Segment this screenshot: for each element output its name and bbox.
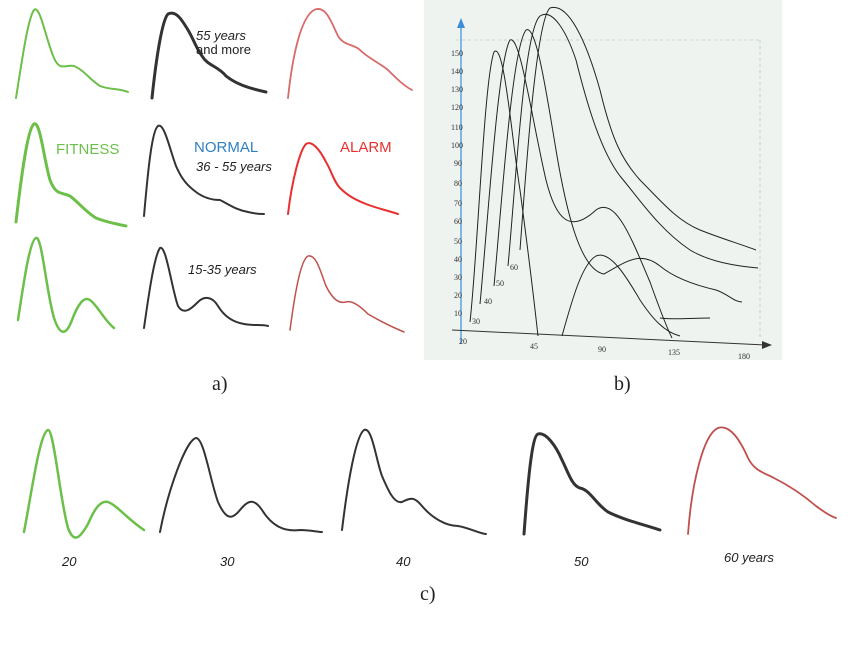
- age-60-curve: [687, 426, 837, 535]
- column-label-alarm: ALARM: [340, 139, 392, 156]
- age-50-curve: [522, 432, 662, 536]
- curve-label: 50: [496, 279, 504, 288]
- panel-b-curve-30: [469, 50, 539, 337]
- age-40-curve: [341, 428, 487, 535]
- age-label: 50: [574, 554, 589, 569]
- y-tick: 20: [454, 291, 462, 300]
- y-tick: 60: [454, 217, 462, 226]
- panel-b-x-axis: [451, 329, 767, 346]
- y-tick: 110: [451, 123, 463, 132]
- y-tick: 30: [454, 273, 462, 282]
- age-20-curve: [22, 428, 146, 539]
- curve-label: 30: [472, 317, 480, 326]
- column-label-normal: NORMAL: [194, 139, 258, 156]
- row-label-55plus-line2: and more: [196, 42, 251, 57]
- age-label: 40: [396, 554, 411, 569]
- panel-b-curve-40: [479, 39, 673, 339]
- y-tick: 80: [454, 179, 462, 188]
- y-axis-arrow-icon: [457, 18, 465, 28]
- panel-b-curve-50: [493, 29, 743, 303]
- fitness-curve-55plus: [15, 8, 129, 99]
- panel-c-caption: c): [420, 583, 436, 605]
- age-label: 20: [61, 554, 77, 569]
- y-tick: 70: [454, 199, 462, 208]
- fitness-curve-15-35: [16, 236, 116, 333]
- panel-b-curve-70: [519, 6, 757, 251]
- column-label-fitness: FITNESS: [56, 141, 119, 158]
- panel-b: 150 140 130 120 110 100 90 80 70 60 50 4…: [424, 0, 782, 395]
- curve-label: 40: [484, 297, 492, 306]
- row-label-36-55: 36 - 55 years: [196, 159, 272, 174]
- panel-b-x-ticks: 20 45 90 135 180: [459, 337, 750, 361]
- y-tick: 40: [454, 255, 462, 264]
- alarm-curve-55plus: [287, 8, 413, 99]
- x-tick: 180: [738, 352, 750, 361]
- row-label-55plus-line1: 55 years: [196, 28, 246, 43]
- panel-b-y-ticks: 150 140 130 120 110 100 90 80 70 60 50 4…: [451, 49, 463, 318]
- panel-b-curve-tail: [659, 317, 711, 320]
- fitness-curve-36-55: [14, 122, 128, 228]
- y-tick: 50: [454, 237, 462, 246]
- x-tick: 90: [598, 345, 606, 354]
- normal-curve-55plus: [150, 11, 268, 100]
- panel-b-curve-secondary: [561, 254, 681, 337]
- y-tick: 10: [454, 309, 462, 318]
- panel-a: 55 years and more FITNESS NORMAL 36 - 55…: [14, 8, 413, 395]
- y-tick: 100: [451, 141, 463, 150]
- panel-b-background: [424, 0, 782, 360]
- row-label-15-35: 15-35 years: [188, 262, 257, 277]
- x-tick: 135: [668, 348, 680, 357]
- x-tick: 20: [459, 337, 467, 346]
- alarm-curve-36-55: [287, 142, 399, 215]
- panel-b-caption: b): [614, 373, 631, 395]
- age-label: 30: [220, 554, 235, 569]
- age-30-curve: [159, 437, 323, 533]
- panel-b-curve-60: [507, 13, 759, 269]
- y-tick: 140: [451, 67, 463, 76]
- normal-curve-15-35: [143, 246, 269, 329]
- panel-c: 20 30 40 50 60 years c): [22, 426, 837, 605]
- alarm-curve-15-35: [289, 255, 405, 333]
- curve-label: 60: [510, 263, 518, 272]
- y-tick: 130: [451, 85, 463, 94]
- normal-curve-36-55: [143, 124, 265, 217]
- x-tick: 45: [530, 342, 538, 351]
- y-tick: 90: [454, 159, 462, 168]
- age-label-60: 60 years: [724, 550, 774, 565]
- y-tick: 150: [451, 49, 463, 58]
- panel-a-caption: a): [212, 373, 228, 395]
- y-tick: 120: [451, 103, 463, 112]
- x-axis-arrow-icon: [762, 341, 772, 349]
